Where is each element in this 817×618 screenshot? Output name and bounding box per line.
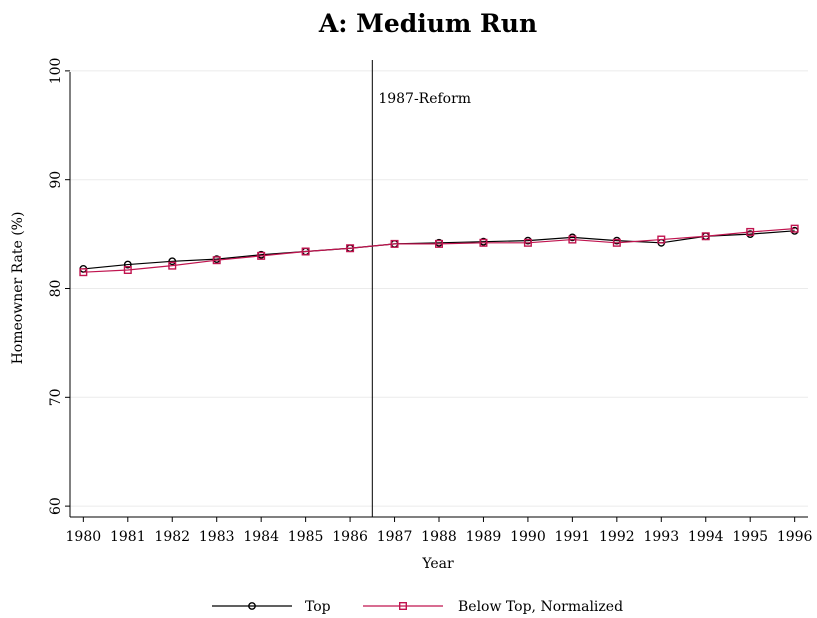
legend-label-1: Below Top, Normalized [458, 599, 623, 615]
grid-lines [70, 70, 808, 507]
y-axis-label: Homeowner Rate (%) [10, 212, 26, 365]
series-0 [79, 226, 799, 273]
x-tick-label-1996: 1996 [777, 529, 813, 545]
x-tick-label-1993: 1993 [643, 529, 679, 545]
x-axis-label: Year [421, 556, 454, 572]
chart-title: A: Medium Run [318, 9, 537, 38]
series-1-point-1994 [701, 232, 710, 241]
series-1-point-1982 [168, 261, 177, 270]
x-tick-label-1980: 1980 [66, 529, 102, 545]
legend-label-0: Top [305, 599, 331, 615]
reform-label: 1987-Reform [378, 91, 471, 107]
series-1-point-1991 [568, 235, 577, 244]
series-1 [79, 224, 799, 277]
x-tick-label-1989: 1989 [466, 529, 502, 545]
legend-marker-0 [248, 602, 256, 610]
series-1-point-1996 [790, 224, 799, 233]
legend-item-0: Top [212, 599, 331, 615]
x-tick-label-1984: 1984 [243, 529, 279, 545]
series-1-point-1981 [123, 266, 132, 275]
series-1-point-1990 [523, 238, 532, 247]
x-tick-label-1985: 1985 [288, 529, 324, 545]
series-1-point-1993 [657, 235, 666, 244]
series-1-point-1983 [212, 256, 221, 265]
series-line-1 [83, 228, 795, 273]
x-tick-label-1990: 1990 [510, 529, 546, 545]
y-tick-label-70: 70 [48, 388, 64, 406]
series-1-point-1980 [79, 268, 88, 277]
series-1-point-1989 [479, 238, 488, 247]
series-1-point-1986 [346, 244, 355, 253]
x-tick-label-1986: 1986 [332, 529, 368, 545]
series-1-point-1988 [435, 239, 444, 248]
reform-annotation: 1987-Reform [371, 60, 471, 517]
x-tick-label-1995: 1995 [732, 529, 768, 545]
series-0-point-1982 [168, 257, 177, 266]
series-line-0 [83, 230, 795, 270]
x-tick-label-1981: 1981 [110, 529, 146, 545]
x-tick-label-1991: 1991 [555, 529, 591, 545]
x-tick-label-1983: 1983 [199, 529, 235, 545]
series-layer [79, 224, 799, 277]
series-1-point-1985 [301, 247, 310, 256]
series-1-point-1984 [257, 251, 266, 260]
legend-item-1: Below Top, Normalized [363, 599, 623, 615]
y-tick-label-90: 90 [48, 171, 64, 189]
axes: 60 70 80 90 100 1980 1981 1982 1983 1984 1985 1986 1… [48, 58, 813, 545]
series-1-point-1987 [390, 239, 399, 248]
y-tick-label-60: 60 [48, 497, 64, 515]
x-tick-label-1994: 1994 [688, 529, 724, 545]
x-tick-label-1988: 1988 [421, 529, 457, 545]
x-tick-label-1987: 1987 [377, 529, 413, 545]
legend-marker-1 [399, 602, 408, 611]
series-1-point-1992 [612, 238, 621, 247]
y-tick-label-80: 80 [48, 280, 64, 298]
x-tick-label-1992: 1992 [599, 529, 635, 545]
x-tick-label-1982: 1982 [154, 529, 190, 545]
series-0-point-1981 [123, 260, 132, 269]
series-1-point-1995 [746, 227, 755, 236]
y-tick-label-100: 100 [48, 58, 64, 85]
legend: Top Below Top, Normalized [212, 599, 623, 615]
